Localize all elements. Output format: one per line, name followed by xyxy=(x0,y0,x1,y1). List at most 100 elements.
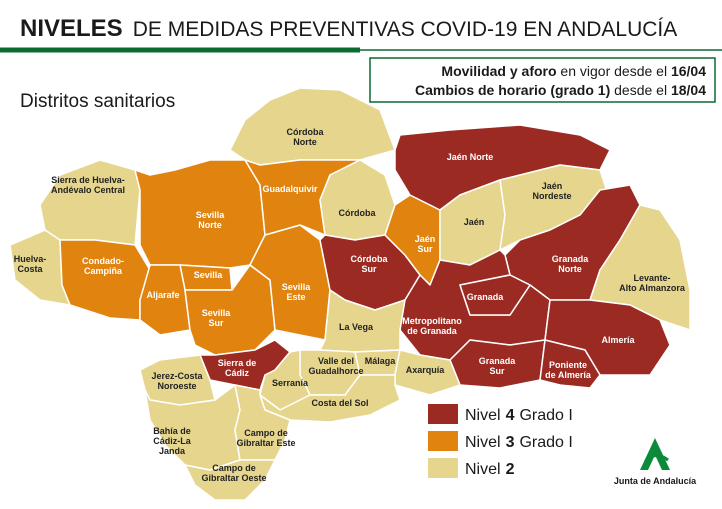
district-label-line: Norte xyxy=(558,264,582,274)
title: NIVELES DE MEDIDAS PREVENTIVAS COVID-19 E… xyxy=(20,15,677,42)
district-label-line: Campo de xyxy=(244,428,288,438)
district xyxy=(539,339,601,389)
district-label: Serranía xyxy=(272,378,309,388)
district-label-line: La Vega xyxy=(339,322,374,332)
district xyxy=(39,159,141,246)
legend-label: Nivel 3 Grado I xyxy=(465,434,573,451)
legend-level: 3 xyxy=(506,434,515,451)
district-label-line: de Granada xyxy=(407,326,458,336)
info-line: Movilidad y aforo en vigor desde el 16/0… xyxy=(441,63,706,79)
district-label: Poniente de Almería xyxy=(545,360,592,380)
district-label: Guadalquivir xyxy=(262,184,318,194)
district-label-line: Cádiz-La xyxy=(153,436,191,446)
district-label: Aljarafe xyxy=(146,290,179,300)
district-label: Jaén Norte xyxy=(447,152,494,162)
district-label: Valle del Guadalhorce xyxy=(308,356,363,376)
district-label: Córdoba Norte xyxy=(287,127,325,147)
district-label: Bahía de Cádiz-La Janda xyxy=(153,426,191,456)
legend-level: 4 xyxy=(506,407,515,424)
district-label-line: Serranía xyxy=(272,378,309,388)
district-label: Granada xyxy=(467,292,505,302)
district-label: Sevilla xyxy=(194,270,224,280)
district-label: Granada Sur xyxy=(479,356,517,376)
district-label: Córdoba Sur xyxy=(351,254,389,274)
district-label-line: Sierra de Huelva- xyxy=(51,175,125,185)
logo: Junta de Andalucía xyxy=(614,438,697,486)
district xyxy=(459,274,531,316)
district-label: Sevilla Este xyxy=(282,282,312,302)
district-label-line: Sevilla xyxy=(196,210,226,220)
district xyxy=(139,264,191,336)
district-label-line: Gibraltar Este xyxy=(236,438,295,448)
district-label-line: Sevilla xyxy=(194,270,224,280)
district-label: Granada Norte xyxy=(552,254,590,274)
district-label-line: Valle del xyxy=(318,356,354,366)
logo-mark xyxy=(643,454,669,464)
district-label-line: Jaén xyxy=(542,181,563,191)
district-label: Sevilla Sur xyxy=(202,308,232,328)
district-label-line: Sur xyxy=(417,244,433,254)
legend-swatch xyxy=(428,404,458,424)
district-label: Metropolitano de Granada xyxy=(402,316,462,336)
title-rest: DE MEDIDAS PREVENTIVAS COVID-19 EN ANDAL… xyxy=(133,18,678,41)
district-label-line: Norte xyxy=(198,220,222,230)
labels: Sierra de Huelva-Andévalo Central Huelva-… xyxy=(14,127,686,483)
district-label-line: Nordeste xyxy=(532,191,571,201)
district-label-line: Costa del Sol xyxy=(311,398,368,408)
district-label-line: Huelva- xyxy=(14,254,47,264)
district-label-line: Bahía de xyxy=(153,426,191,436)
legend-text: Nivel xyxy=(465,434,501,451)
district-label: La Vega xyxy=(339,322,374,332)
district-label-line: Jaén Norte xyxy=(447,152,494,162)
district-label-line: Cádiz xyxy=(225,368,250,378)
info-date: 16/04 xyxy=(671,63,706,79)
district-label-line: Poniente xyxy=(549,360,587,370)
district-label: Sierra de Cádiz xyxy=(218,358,257,378)
info-bold: Cambios de horario (grado 1) xyxy=(415,82,610,98)
legend-label: Nivel 2 xyxy=(465,461,515,478)
district-label: Costa del Sol xyxy=(311,398,368,408)
legend-suffix: Grado I xyxy=(519,407,572,424)
district-label-line: Sevilla xyxy=(202,308,232,318)
district xyxy=(234,384,291,461)
district xyxy=(184,459,276,501)
district-label-line: Aljarafe xyxy=(146,290,179,300)
district-label-line: Almería xyxy=(601,335,635,345)
district-label-line: Granada xyxy=(552,254,590,264)
legend-suffix: Grado I xyxy=(519,434,572,451)
title-bold: NIVELES xyxy=(20,15,123,42)
info-bold: Movilidad y aforo xyxy=(441,63,556,79)
district-label-line: Málaga xyxy=(365,356,397,366)
district-label: Almería xyxy=(601,335,635,345)
district-label-line: Córdoba xyxy=(287,127,325,137)
legend: Nivel 4 Grado I Nivel 3 Grado I Nivel 2 xyxy=(428,404,573,478)
district-label: Sierra de Huelva-Andévalo Central xyxy=(51,175,125,195)
district-label-line: Costa xyxy=(17,264,43,274)
legend-level: 2 xyxy=(506,461,515,478)
legend-label: Nivel 4 Grado I xyxy=(465,407,573,424)
district-label-line: Este xyxy=(286,292,305,302)
legend-swatch xyxy=(428,431,458,451)
district-label-line: Levante- xyxy=(633,273,670,283)
district-label-line: Gibraltar Oeste xyxy=(201,473,266,483)
district-label: Condado-Campiña xyxy=(82,256,124,276)
info-box xyxy=(369,57,716,103)
district-label-line: Axarquía xyxy=(406,365,446,375)
district-label: Jerez-Costa Noroeste xyxy=(151,371,203,391)
district-label-line: Campiña xyxy=(84,266,123,276)
district-label: Sevilla Norte xyxy=(196,210,226,230)
legend-text: Nivel xyxy=(465,407,501,424)
district-label-line: Córdoba xyxy=(339,208,377,218)
logo-text: Junta de Andalucía xyxy=(614,476,697,486)
district-label-line: Sur xyxy=(361,264,377,274)
district-label-line: Jerez-Costa xyxy=(151,371,203,381)
district-label-line: Condado- xyxy=(82,256,124,266)
district-label: Jaén Sur xyxy=(415,234,436,254)
district-label-line: Campo de xyxy=(212,463,256,473)
info-date: 18/04 xyxy=(671,82,706,98)
district-label-line: Janda xyxy=(159,446,186,456)
legend-text: Nivel xyxy=(465,461,501,478)
district-label-line: Sevilla xyxy=(282,282,312,292)
district-label-line: de Almería xyxy=(545,370,592,380)
